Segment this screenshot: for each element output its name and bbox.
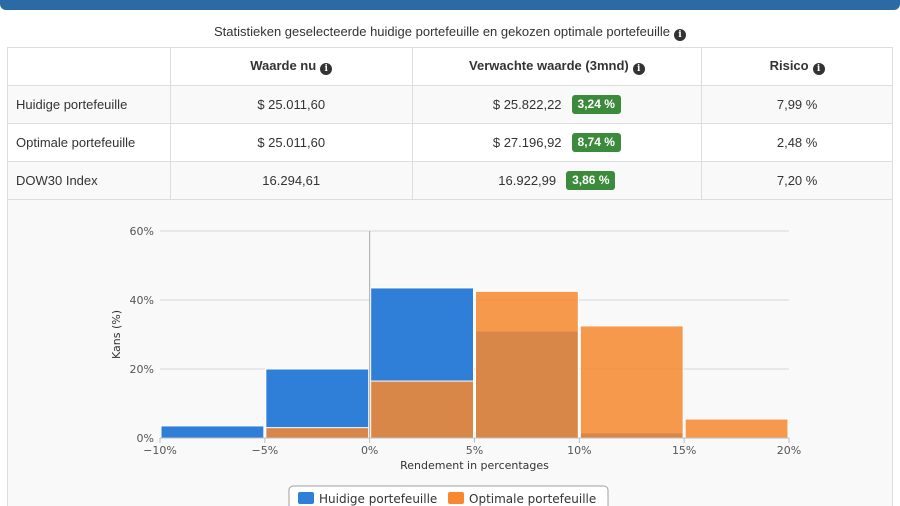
- x-tick-label: −10%: [143, 444, 177, 457]
- info-icon[interactable]: i: [632, 63, 645, 75]
- row-expected: $ 27.196,92 8,74 %: [411, 123, 703, 162]
- x-tick-label: 0%: [361, 444, 378, 457]
- histogram-chart: 0% 20% 40% 60% −10% −5% 0% 5% 10% 15% 20% Rendement…: [110, 225, 801, 506]
- header-bar: [0, 0, 900, 10]
- info-icon[interactable]: i: [812, 63, 825, 75]
- info-icon[interactable]: i: [674, 29, 687, 41]
- header-empty: [7, 47, 171, 86]
- legend-swatch-optimal: [448, 492, 464, 504]
- y-tick-label: 40%: [130, 294, 154, 307]
- x-tick-label: 15%: [672, 444, 696, 457]
- row-name: DOW30 Index: [7, 161, 171, 200]
- info-icon[interactable]: i: [320, 63, 333, 75]
- statistics-caption: Statistieken geselecteerde huidige porte…: [0, 24, 900, 41]
- row-risk: 7,99 %: [701, 85, 893, 124]
- table-header-row: Waarde nu i Verwachte waarde (3mnd) i Risi…: [7, 47, 893, 86]
- histogram-bar: [475, 290, 579, 439]
- row-value-now: $ 25.011,60: [169, 85, 413, 124]
- return-badge: 8,74 %: [571, 133, 621, 152]
- legend-label-current: Huidige portefeuille: [319, 492, 437, 506]
- row-value-now: $ 25.011,60: [169, 123, 413, 162]
- x-axis-title: Rendement in percentages: [400, 459, 549, 472]
- x-tick-label: 5%: [466, 444, 483, 457]
- table-row: DOW30 Index 16.294,61 16.922,99 3,86 % 7,…: [7, 161, 893, 200]
- table-row: Huidige portefeuille $ 25.011,60 $ 25.82…: [7, 85, 893, 124]
- histogram-panel: 0% 20% 40% 60% −10% −5% 0% 5% 10% 15% 20% Rendement…: [7, 200, 893, 506]
- histogram-bar: [684, 418, 789, 439]
- x-tick-label: −5%: [251, 444, 278, 457]
- histogram-bar: [265, 368, 370, 439]
- return-badge: 3,86 %: [566, 171, 616, 190]
- y-tick-label: 60%: [130, 225, 154, 238]
- row-name: Huidige portefeuille: [7, 85, 171, 124]
- row-value-now: 16.294,61: [169, 161, 413, 200]
- histogram-bar: [265, 427, 370, 439]
- x-tick-label: 20%: [777, 444, 801, 457]
- row-expected: $ 25.822,22 3,24 %: [411, 85, 703, 124]
- histogram-bar: [579, 325, 684, 439]
- legend-label-optimal: Optimale portefeuille: [469, 492, 596, 506]
- row-name: Optimale portefeuille: [7, 123, 171, 162]
- y-axis-title: Kans (%): [110, 310, 123, 359]
- y-tick-label: 0%: [137, 432, 154, 445]
- caption-text: Statistieken geselecteerde huidige porte…: [213, 24, 671, 39]
- legend-swatch-current: [298, 492, 314, 504]
- row-expected: 16.922,99 3,86 %: [411, 161, 703, 200]
- y-tick-label: 20%: [130, 363, 154, 376]
- row-risk: 2,48 %: [701, 123, 893, 162]
- header-expected-value: Verwachte waarde (3mnd) i: [411, 47, 703, 86]
- row-risk: 7,20 %: [701, 161, 893, 200]
- table-row: Optimale portefeuille $ 25.011,60 $ 27.1…: [7, 123, 893, 162]
- header-risk: Risico i: [701, 47, 893, 86]
- x-tick-label: 10%: [567, 444, 591, 457]
- header-value-now: Waarde nu i: [169, 47, 413, 86]
- return-badge: 3,24 %: [571, 95, 621, 114]
- histogram-bar: [160, 425, 265, 439]
- statistics-table: Waarde nu i Verwachte waarde (3mnd) i Risi…: [7, 47, 893, 200]
- histogram-bar: [370, 380, 474, 439]
